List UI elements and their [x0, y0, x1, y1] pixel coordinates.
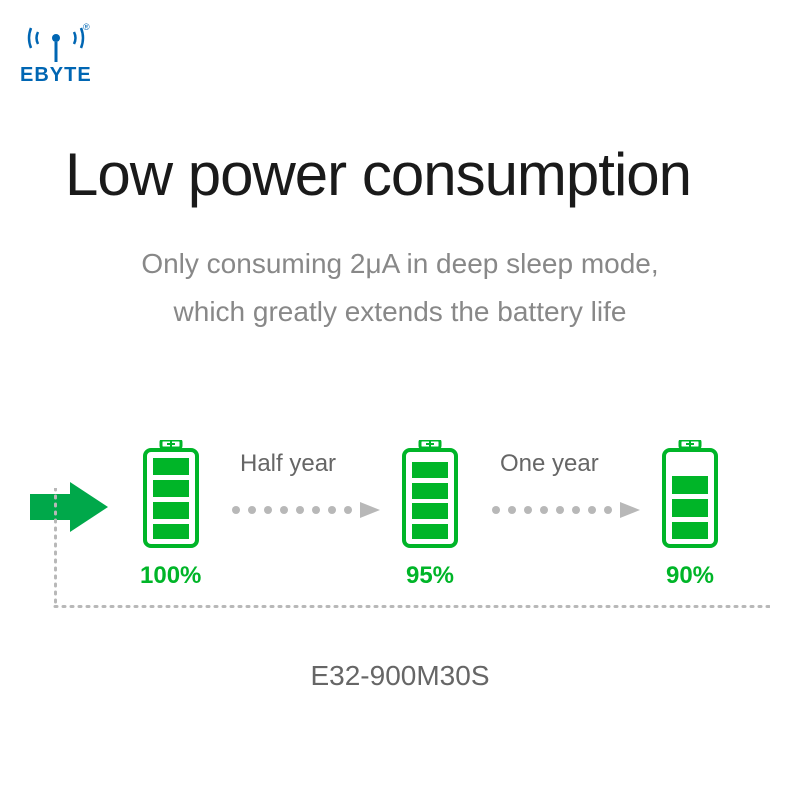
battery-icon — [141, 440, 201, 550]
brand-logo: ® EBYTE — [20, 20, 92, 87]
entry-arrow-icon — [30, 482, 110, 532]
page-title: Low power consumption — [65, 140, 691, 209]
battery-percent-label: 90% — [666, 562, 714, 590]
brand-name: EBYTE — [20, 64, 92, 87]
baseline — [30, 605, 770, 608]
battery-95: 95% — [400, 440, 460, 590]
svg-text:®: ® — [83, 22, 90, 32]
subtitle: Only consuming 2μA in deep sleep mode, w… — [0, 240, 800, 335]
subtitle-line-2: which greatly extends the battery life — [0, 288, 800, 336]
dotted-arrow-icon — [490, 500, 645, 520]
battery-90: 90% — [660, 440, 720, 590]
battery-percent-label: 95% — [406, 562, 454, 590]
battery-icon — [660, 440, 720, 550]
battery-100: 100% — [140, 440, 201, 590]
vertical-connector — [54, 488, 57, 608]
model-number: E32-900M30S — [0, 660, 800, 692]
subtitle-line-1: Only consuming 2μA in deep sleep mode, — [0, 240, 800, 288]
battery-percent-label: 100% — [140, 562, 201, 590]
interval-label-one-year: One year — [500, 450, 599, 478]
antenna-icon: ® — [21, 20, 91, 62]
battery-icon — [400, 440, 460, 550]
interval-label-half-year: Half year — [240, 450, 336, 478]
dotted-arrow-icon — [230, 500, 385, 520]
